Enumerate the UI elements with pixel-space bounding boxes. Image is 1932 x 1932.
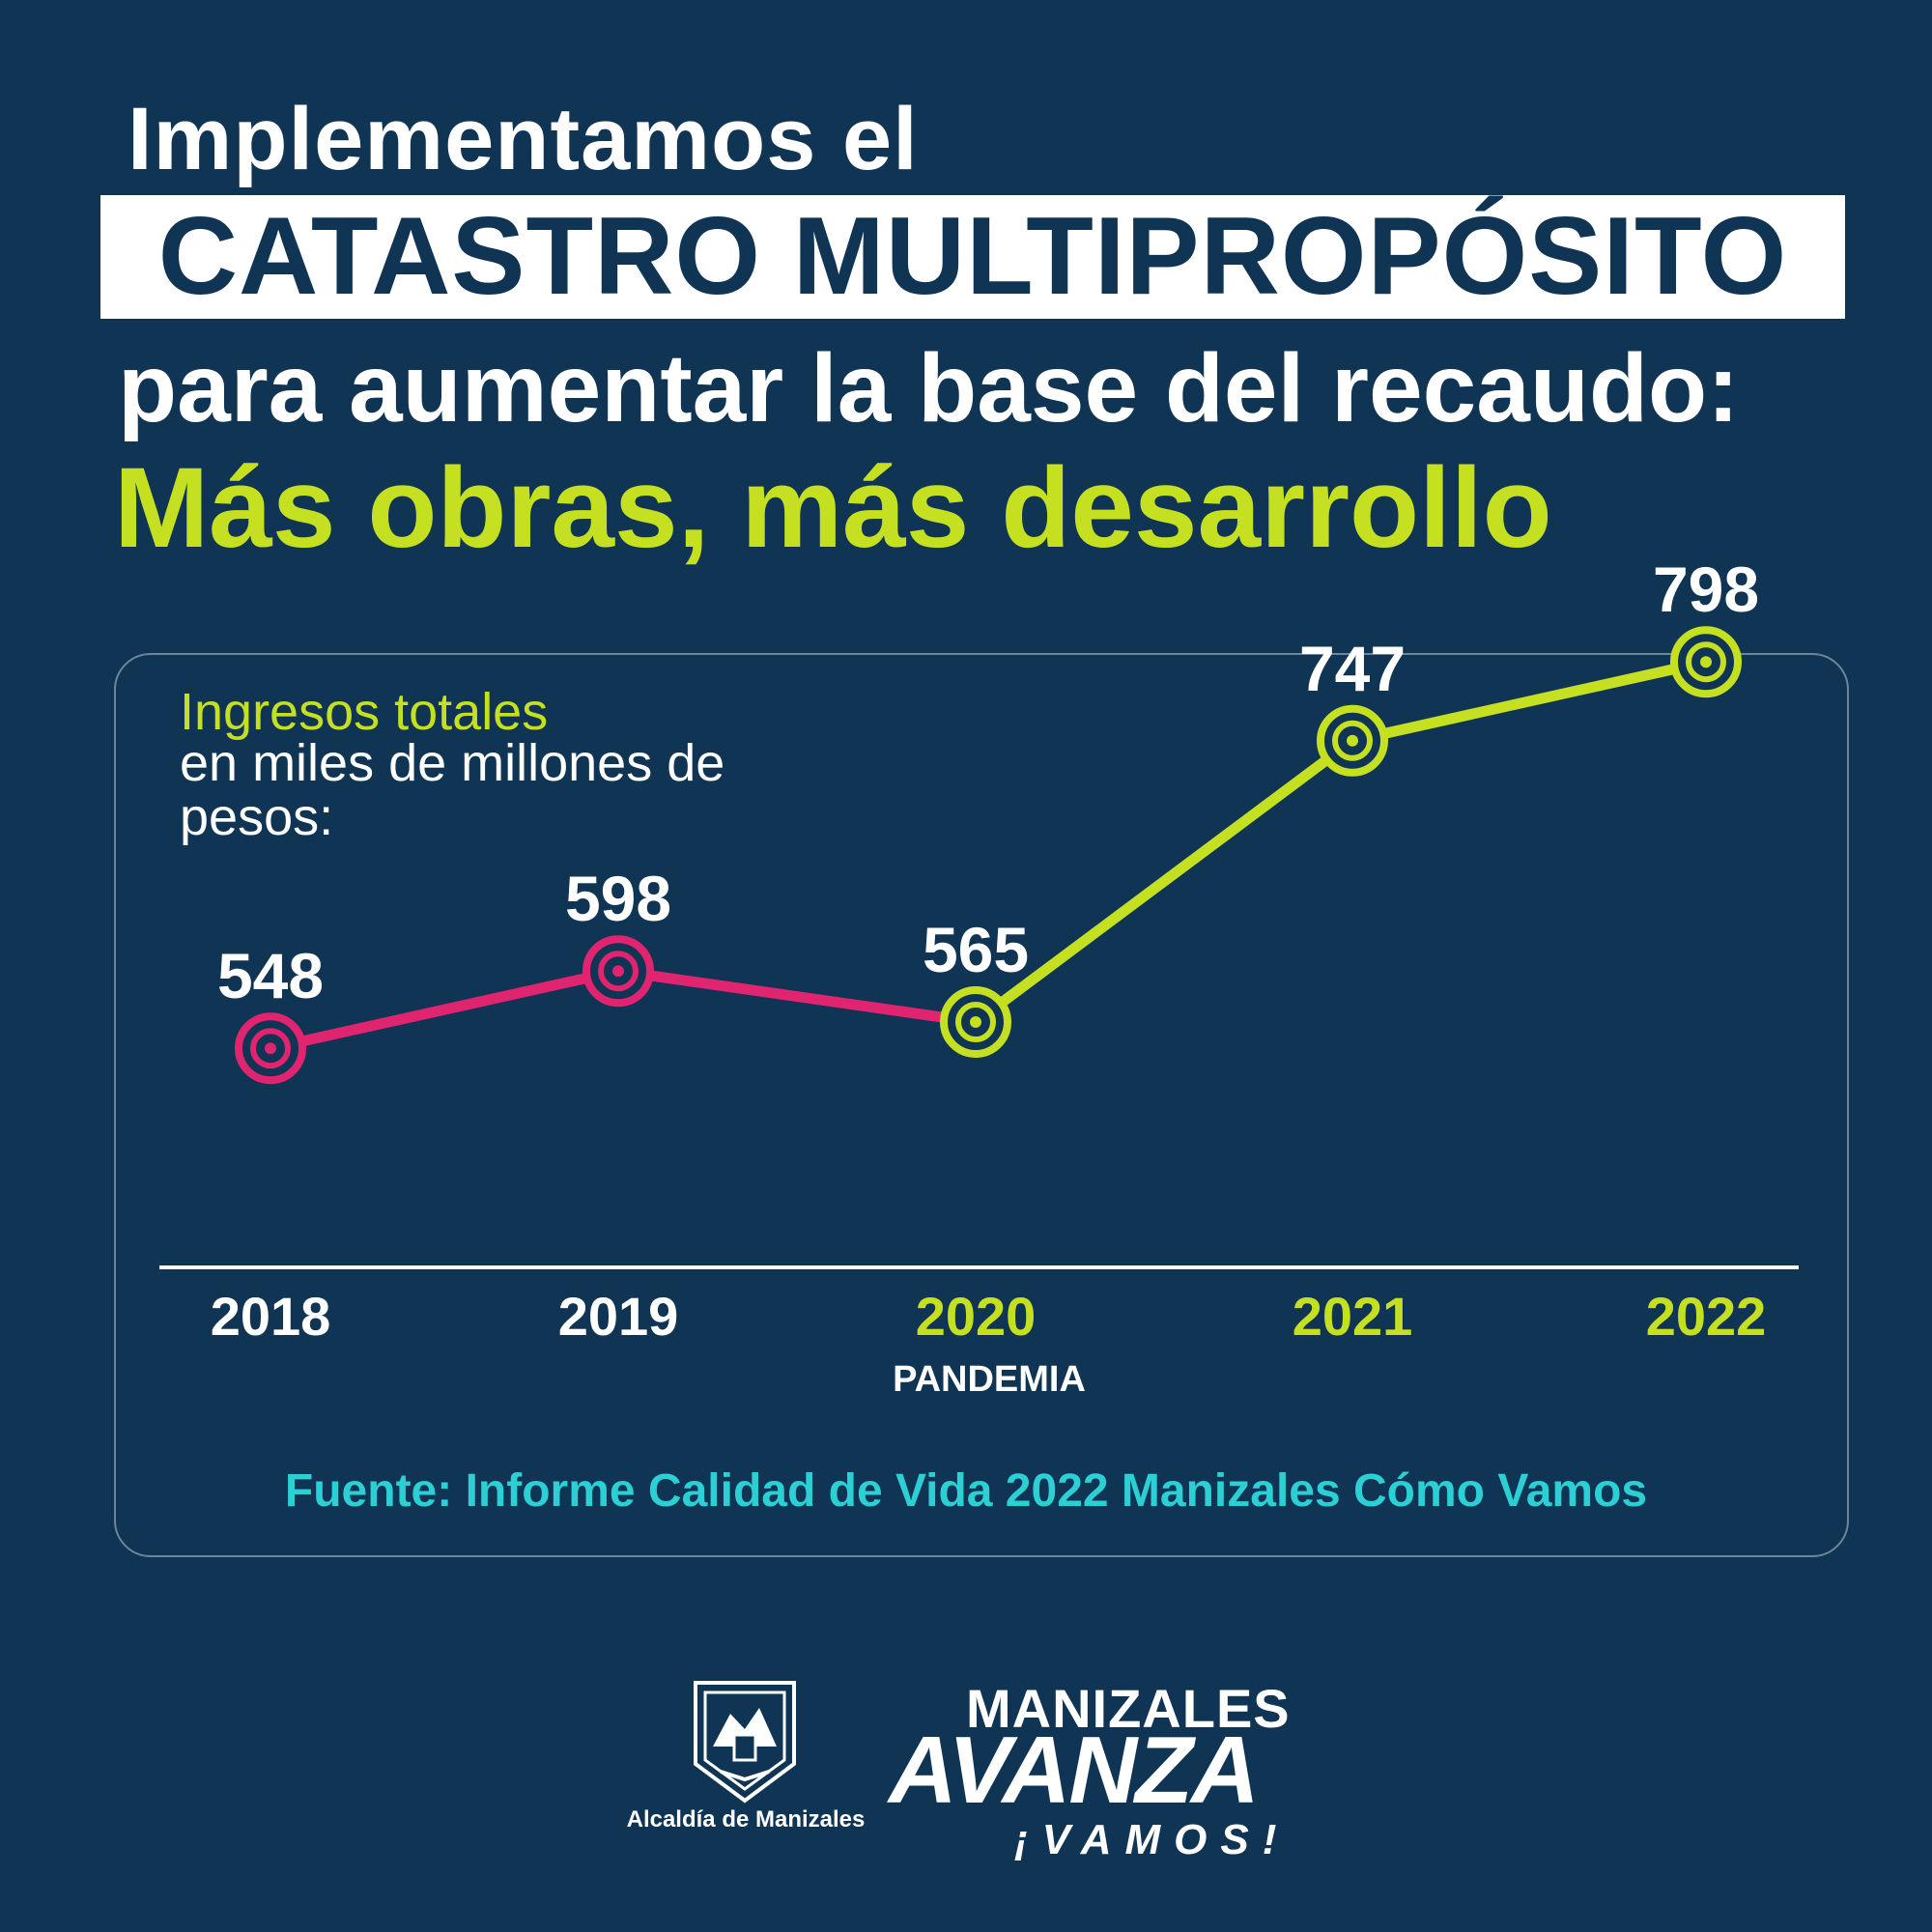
data-label-2019: 598 [565, 863, 671, 934]
headline-line-1: Implementamos el [128, 90, 919, 188]
data-point-ring-2019 [598, 951, 639, 992]
x-tick-2020: 2020 [916, 1286, 1037, 1347]
data-point-ring-2018 [250, 1028, 291, 1069]
chart-source: Fuente: Informe Calidad de Vida 2022 Man… [284, 1465, 1648, 1517]
data-point-core-2022 [1700, 656, 1712, 668]
brand-top: MANIZALES [966, 1678, 1291, 1739]
data-point-ring-2022 [1686, 641, 1726, 683]
data-point-ring-2021 [1332, 720, 1373, 761]
headline-line-3: para aumentar la base del recaudo: [118, 334, 1740, 442]
brand-main: AVANZA [889, 1717, 1260, 1823]
alcaldia-shield-icon [692, 1679, 798, 1809]
chart-card [114, 653, 1849, 1557]
alcaldia-label: Alcaldía de Manizales [626, 1806, 866, 1833]
data-label-2018: 548 [217, 940, 324, 1011]
data-point-ring-2020 [955, 1002, 996, 1042]
brand-sub: ¡VAMOS! [1014, 1816, 1291, 1863]
chart-ylabel-rest: en miles de millones de pesos: [180, 734, 725, 846]
line-segment-2021-2022 [1347, 656, 1712, 747]
data-point-core-2020 [970, 1016, 981, 1028]
data-point-core-2018 [265, 1042, 276, 1055]
data-point-core-2021 [1347, 734, 1358, 747]
line-segment-2019-2020 [612, 965, 981, 1028]
chart-ylabel-highlight: Ingresos totales [180, 683, 549, 741]
headline-line-2: CATASTRO MULTIPROPÓSITO [157, 195, 1788, 318]
data-label-2022: 798 [1653, 554, 1759, 625]
headline-highlight-box [100, 195, 1845, 319]
x-tick-2018: 2018 [211, 1286, 331, 1347]
x-tick-2022: 2022 [1646, 1286, 1767, 1347]
headline-line-4: Más obras, más desarrollo [114, 444, 1552, 572]
x-tick-2019: 2019 [558, 1286, 679, 1347]
data-label-2021: 747 [1299, 633, 1406, 704]
line-segment-2018-2019 [265, 965, 624, 1054]
line-segment-2020-2021 [970, 735, 1358, 1028]
annotation-pandemia: PANDEMIA [893, 1359, 1086, 1400]
data-label-2020: 565 [923, 914, 1029, 985]
x-tick-2021: 2021 [1293, 1286, 1413, 1347]
data-point-core-2019 [612, 965, 624, 978]
